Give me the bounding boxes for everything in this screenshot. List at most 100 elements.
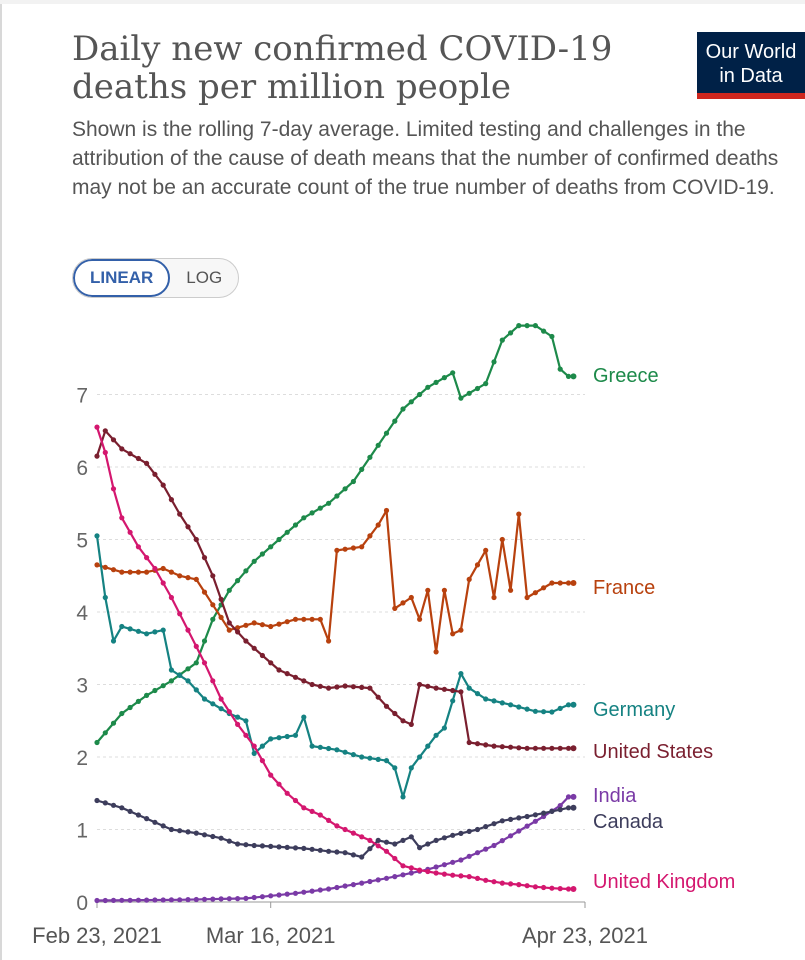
data-point bbox=[441, 871, 447, 877]
data-point bbox=[400, 794, 406, 800]
data-point bbox=[193, 576, 199, 583]
data-point bbox=[392, 874, 398, 880]
data-point bbox=[243, 622, 249, 628]
data-point bbox=[177, 828, 183, 834]
data-point bbox=[268, 736, 274, 742]
data-point bbox=[102, 594, 108, 601]
data-point bbox=[309, 888, 315, 894]
data-point bbox=[441, 375, 447, 381]
data-point bbox=[441, 587, 447, 593]
data-point bbox=[168, 678, 174, 684]
data-point bbox=[367, 533, 373, 539]
data-point bbox=[524, 745, 530, 751]
data-point bbox=[367, 846, 373, 852]
data-point bbox=[441, 686, 447, 692]
data-point bbox=[334, 493, 340, 499]
series-label-france[interactable]: France bbox=[593, 577, 655, 599]
log-scale-button[interactable]: LOG bbox=[186, 268, 223, 287]
series-label-united-states[interactable]: United States bbox=[593, 741, 713, 763]
data-point bbox=[541, 745, 547, 751]
data-point bbox=[417, 681, 423, 688]
data-point bbox=[301, 714, 307, 720]
data-point bbox=[309, 681, 315, 688]
data-point bbox=[268, 660, 274, 666]
data-point bbox=[408, 721, 414, 728]
data-point bbox=[392, 855, 398, 862]
data-point bbox=[565, 373, 572, 379]
series-end-marker bbox=[570, 373, 577, 380]
data-point bbox=[491, 698, 497, 704]
owid-logo[interactable]: Our World in Data bbox=[697, 32, 805, 99]
data-point bbox=[301, 845, 307, 852]
series-united-states[interactable] bbox=[94, 428, 572, 751]
data-point bbox=[425, 384, 431, 390]
series-label-canada[interactable]: Canada bbox=[593, 811, 664, 833]
data-point bbox=[508, 330, 514, 336]
series-line-india[interactable] bbox=[96, 796, 570, 902]
data-point bbox=[367, 837, 373, 844]
data-point bbox=[383, 848, 390, 854]
data-point bbox=[259, 743, 265, 749]
data-point bbox=[367, 755, 373, 761]
data-point bbox=[441, 725, 447, 731]
data-point bbox=[532, 708, 539, 714]
y-tick-label: 4 bbox=[76, 602, 88, 625]
y-tick-label: 0 bbox=[76, 892, 88, 915]
series-india[interactable] bbox=[94, 794, 572, 904]
data-point bbox=[499, 337, 505, 343]
data-point bbox=[317, 505, 323, 511]
data-point bbox=[185, 627, 191, 633]
scale-toggle[interactable]: LINEAR LOG bbox=[72, 258, 240, 298]
data-point bbox=[375, 522, 381, 528]
data-point bbox=[367, 454, 373, 460]
data-point bbox=[110, 720, 117, 726]
series-line-greece[interactable] bbox=[96, 324, 570, 744]
data-point bbox=[259, 843, 265, 849]
label-layer: Greece France Germany United States India Can… bbox=[570, 365, 735, 893]
series-canada[interactable] bbox=[94, 797, 572, 860]
data-point bbox=[226, 627, 232, 633]
data-point bbox=[441, 862, 447, 868]
series-end-marker bbox=[570, 580, 577, 586]
linear-scale-button[interactable]: LINEAR bbox=[73, 259, 171, 297]
series-greece[interactable] bbox=[94, 323, 572, 746]
data-point bbox=[342, 850, 348, 856]
page-top-border bbox=[0, 0, 805, 4]
series-france[interactable] bbox=[94, 507, 572, 655]
data-point bbox=[127, 808, 133, 815]
data-point bbox=[210, 616, 216, 622]
data-point bbox=[152, 687, 158, 694]
data-point bbox=[251, 558, 257, 564]
data-point bbox=[301, 889, 307, 895]
series-line-united-kingdom[interactable] bbox=[95, 426, 569, 891]
data-point bbox=[491, 842, 497, 849]
data-point bbox=[127, 704, 133, 711]
data-point bbox=[235, 578, 241, 584]
series-label-india[interactable]: India bbox=[593, 785, 637, 807]
series-label-germany[interactable]: Germany bbox=[593, 699, 675, 721]
series-label-greece[interactable]: Greece bbox=[593, 365, 659, 387]
logo-line-1: Our World bbox=[705, 41, 797, 63]
logo-line-2: in Data bbox=[719, 65, 783, 87]
data-point bbox=[474, 741, 481, 747]
data-point bbox=[317, 744, 323, 750]
series-line-france[interactable] bbox=[96, 509, 569, 653]
data-point bbox=[375, 837, 381, 844]
data-point bbox=[251, 620, 257, 626]
series-germany[interactable] bbox=[94, 533, 572, 800]
series-united-kingdom[interactable] bbox=[94, 424, 572, 892]
series-line-canada[interactable] bbox=[96, 799, 569, 859]
data-point bbox=[516, 704, 522, 710]
series-label-united-kingdom[interactable]: United Kingdom bbox=[593, 871, 735, 893]
data-point bbox=[532, 812, 539, 818]
data-point bbox=[276, 735, 282, 741]
data-point bbox=[309, 846, 315, 852]
data-point bbox=[127, 626, 133, 632]
series-end-marker bbox=[570, 745, 577, 752]
data-point bbox=[433, 685, 439, 691]
data-point bbox=[392, 605, 398, 612]
data-point bbox=[524, 323, 530, 329]
data-point bbox=[168, 497, 174, 503]
data-point bbox=[524, 823, 530, 829]
data-point bbox=[284, 733, 290, 740]
